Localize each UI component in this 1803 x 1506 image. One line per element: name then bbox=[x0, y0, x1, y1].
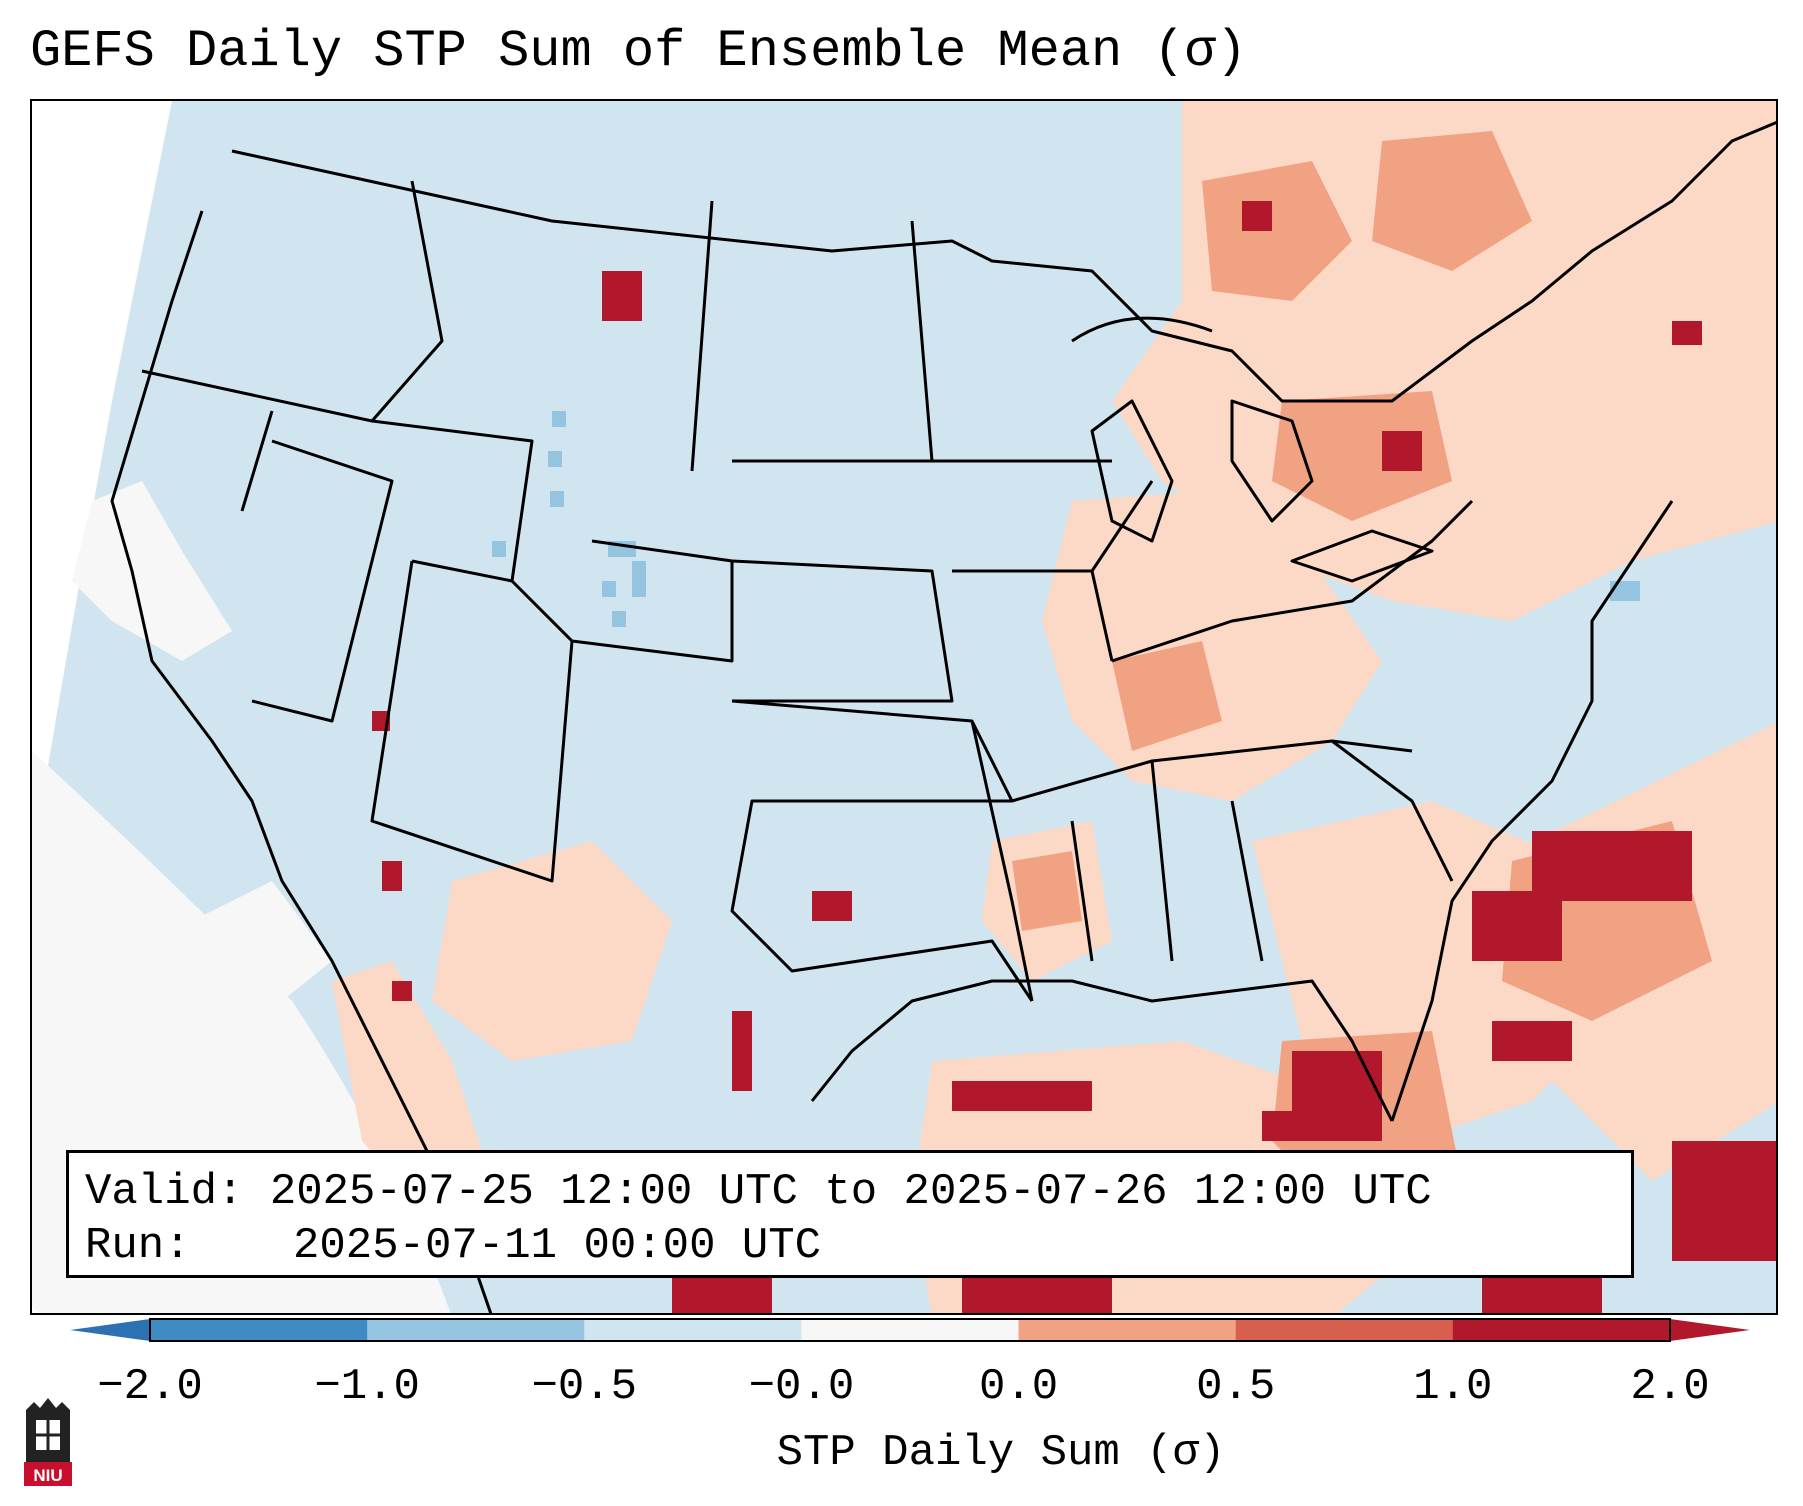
colorbar-tick-label: −1.0 bbox=[314, 1362, 420, 1412]
colorbar-segment bbox=[584, 1319, 802, 1341]
atlantic-coast bbox=[1390, 500, 1674, 1122]
colorbar-segment bbox=[1235, 1319, 1454, 1341]
colorbar-segment bbox=[367, 1319, 585, 1341]
run-value: 2025-07-11 00:00 UTC bbox=[293, 1221, 822, 1271]
colorbar-extend-max bbox=[1670, 1319, 1750, 1341]
valid-time-box: Valid: 2025-07-25 12:00 UTC to 2025-07-2… bbox=[66, 1150, 1634, 1278]
valid-label: Valid: bbox=[85, 1167, 244, 1217]
gulf-coast bbox=[810, 979, 1394, 1122]
colorbar-label: STP Daily Sum (σ) bbox=[776, 1428, 1226, 1478]
logo-text: NIU bbox=[33, 1466, 62, 1485]
colorbar-segments bbox=[150, 1319, 1671, 1341]
stp-map bbox=[32, 101, 1776, 1313]
colorbar-tick-label: −2.0 bbox=[97, 1362, 203, 1412]
valid-line: Valid: 2025-07-25 12:00 UTC to 2025-07-2… bbox=[85, 1165, 1631, 1219]
colorbar-tick-label: −0.0 bbox=[748, 1362, 855, 1412]
colorbar-tick-label: −0.5 bbox=[531, 1362, 638, 1412]
colorbar-tick-label: 2.0 bbox=[1630, 1362, 1710, 1412]
boundaries bbox=[110, 121, 1776, 1313]
canada-border bbox=[231, 121, 1776, 403]
colorbar bbox=[70, 1318, 1750, 1342]
run-label: Run: bbox=[85, 1221, 191, 1271]
colorbar-segment bbox=[150, 1319, 368, 1341]
logo-banner bbox=[24, 1462, 72, 1486]
niu-logo: NIU bbox=[24, 1398, 72, 1486]
state-lines-west bbox=[141, 180, 734, 883]
colorbar-tick-label: 1.0 bbox=[1413, 1362, 1493, 1412]
west-coast bbox=[110, 210, 493, 1313]
great-lakes bbox=[1071, 316, 1434, 583]
colorbar-extend-min bbox=[70, 1319, 150, 1341]
colorbar-segment bbox=[801, 1319, 1020, 1341]
run-line: Run: 2025-07-11 00:00 UTC bbox=[85, 1219, 1631, 1273]
colorbar-segment bbox=[1018, 1319, 1237, 1341]
colorbar-segment bbox=[1452, 1319, 1671, 1341]
chart-title: GEFS Daily STP Sum of Ensemble Mean (σ) bbox=[30, 22, 1247, 81]
map-panel bbox=[30, 99, 1778, 1315]
state-lines-east bbox=[932, 459, 1474, 962]
colorbar-outline bbox=[149, 1318, 1671, 1342]
valid-value: 2025-07-25 12:00 UTC to 2025-07-26 12:00… bbox=[269, 1167, 1432, 1217]
colorbar-tick-label: 0.0 bbox=[978, 1362, 1059, 1412]
colorbar-tick-label: 0.5 bbox=[1196, 1362, 1276, 1412]
